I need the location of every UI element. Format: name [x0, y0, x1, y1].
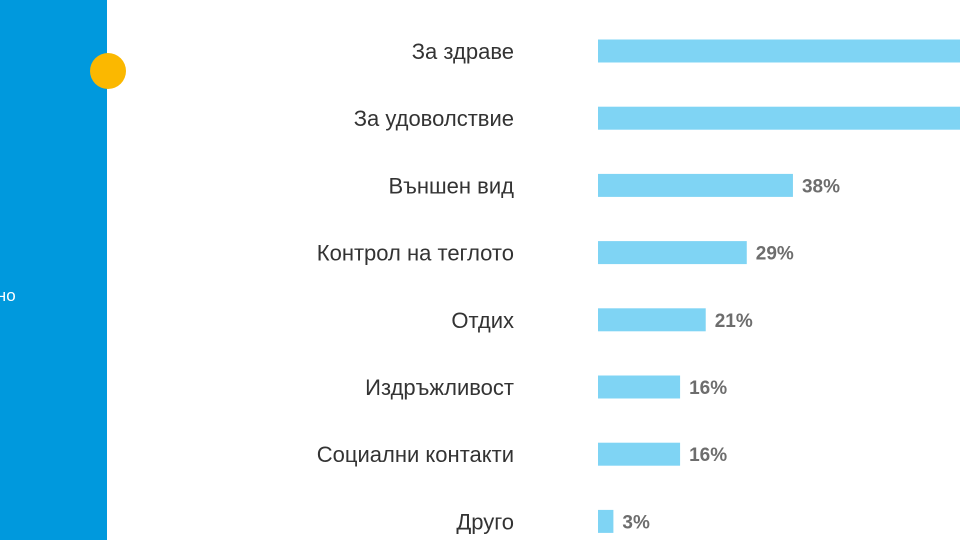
bar — [598, 442, 681, 466]
bar — [598, 106, 960, 130]
side-panel-text: елно — [0, 286, 16, 305]
category-label: Отдих — [451, 308, 514, 333]
value-label: 16% — [689, 445, 727, 466]
category-label: За здраве — [412, 39, 514, 64]
side-panel — [0, 0, 107, 540]
value-label: 3% — [622, 512, 650, 533]
value-label: 21% — [715, 311, 753, 332]
decorative-dot — [90, 53, 126, 89]
category-label: Външен вид — [388, 173, 514, 198]
value-label: 38% — [802, 176, 840, 197]
category-label: За удоволствие — [354, 106, 514, 131]
category-label: Социални контакти — [317, 442, 514, 467]
bar — [598, 39, 960, 63]
bar — [598, 509, 614, 533]
value-label: 16% — [689, 378, 727, 399]
bar — [598, 375, 681, 399]
bar — [598, 173, 793, 197]
category-label: Контрол на теглото — [317, 241, 514, 266]
category-label: Друго — [456, 509, 514, 534]
category-label: Издръжливост — [365, 375, 514, 400]
bar — [598, 308, 706, 332]
bar — [598, 241, 747, 265]
value-label: 29% — [756, 244, 794, 265]
